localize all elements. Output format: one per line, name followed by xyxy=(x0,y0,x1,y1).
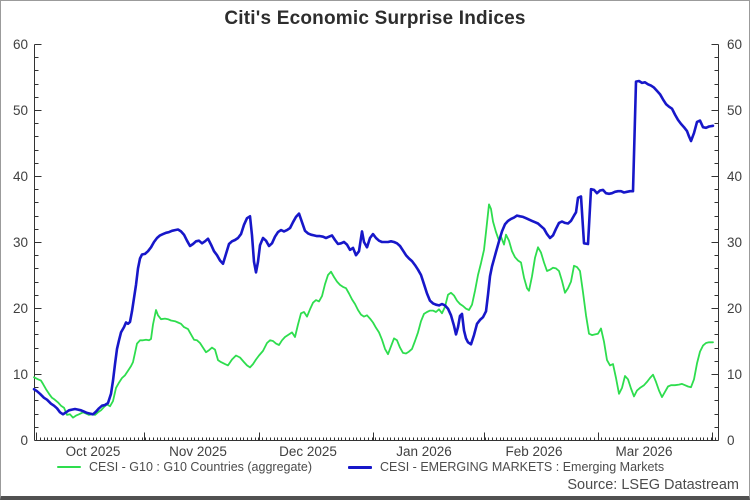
x-axis-label: Feb 2026 xyxy=(505,444,562,459)
y-axis-label-left: 0 xyxy=(20,433,28,448)
emerging-markets-line-swatch xyxy=(348,465,373,469)
y-axis-label-left: 10 xyxy=(13,367,28,382)
y-axis-label-left: 20 xyxy=(13,301,28,316)
y-axis-label-right: 60 xyxy=(727,37,742,52)
y-axis-label-right: 10 xyxy=(727,367,742,382)
chart-title: Citi's Economic Surprise Indices xyxy=(224,8,526,29)
x-axis-label: Nov 2025 xyxy=(169,444,227,459)
source-attribution: Source: LSEG Datastream xyxy=(567,477,739,493)
y-axis-label-left: 50 xyxy=(13,103,28,118)
g10-line-swatch xyxy=(57,466,81,468)
legend-item-g10: CESI - G10 : G10 Countries (aggregate) xyxy=(57,460,312,474)
x-axis-label: Dec 2025 xyxy=(279,444,337,459)
chart-legend: CESI - G10 : G10 Countries (aggregate) C… xyxy=(57,460,664,474)
y-axis-label-right: 30 xyxy=(727,235,742,250)
legend-label-g10: CESI - G10 : G10 Countries (aggregate) xyxy=(89,460,313,474)
y-axis-label-right: 50 xyxy=(727,103,742,118)
x-axis-label: Jan 2026 xyxy=(396,444,452,459)
y-axis-label-left: 40 xyxy=(13,169,28,184)
x-axis-label: Oct 2025 xyxy=(66,444,121,459)
x-axis-label: Mar 2026 xyxy=(615,444,672,459)
legend-item-emerging-markets: CESI - EMERGING MARKETS : Emerging Marke… xyxy=(348,460,664,474)
y-axis-label-left: 60 xyxy=(13,37,28,52)
g10-series-line xyxy=(33,203,714,419)
y-axis-label-left: 30 xyxy=(13,235,28,250)
y-axis-label-right: 0 xyxy=(727,433,735,448)
emerging-markets-series-line xyxy=(32,79,715,416)
y-axis-label-right: 40 xyxy=(727,169,742,184)
legend-label-emerging-markets: CESI - EMERGING MARKETS : Emerging Marke… xyxy=(380,460,665,474)
y-axis-label-right: 20 xyxy=(727,301,742,316)
